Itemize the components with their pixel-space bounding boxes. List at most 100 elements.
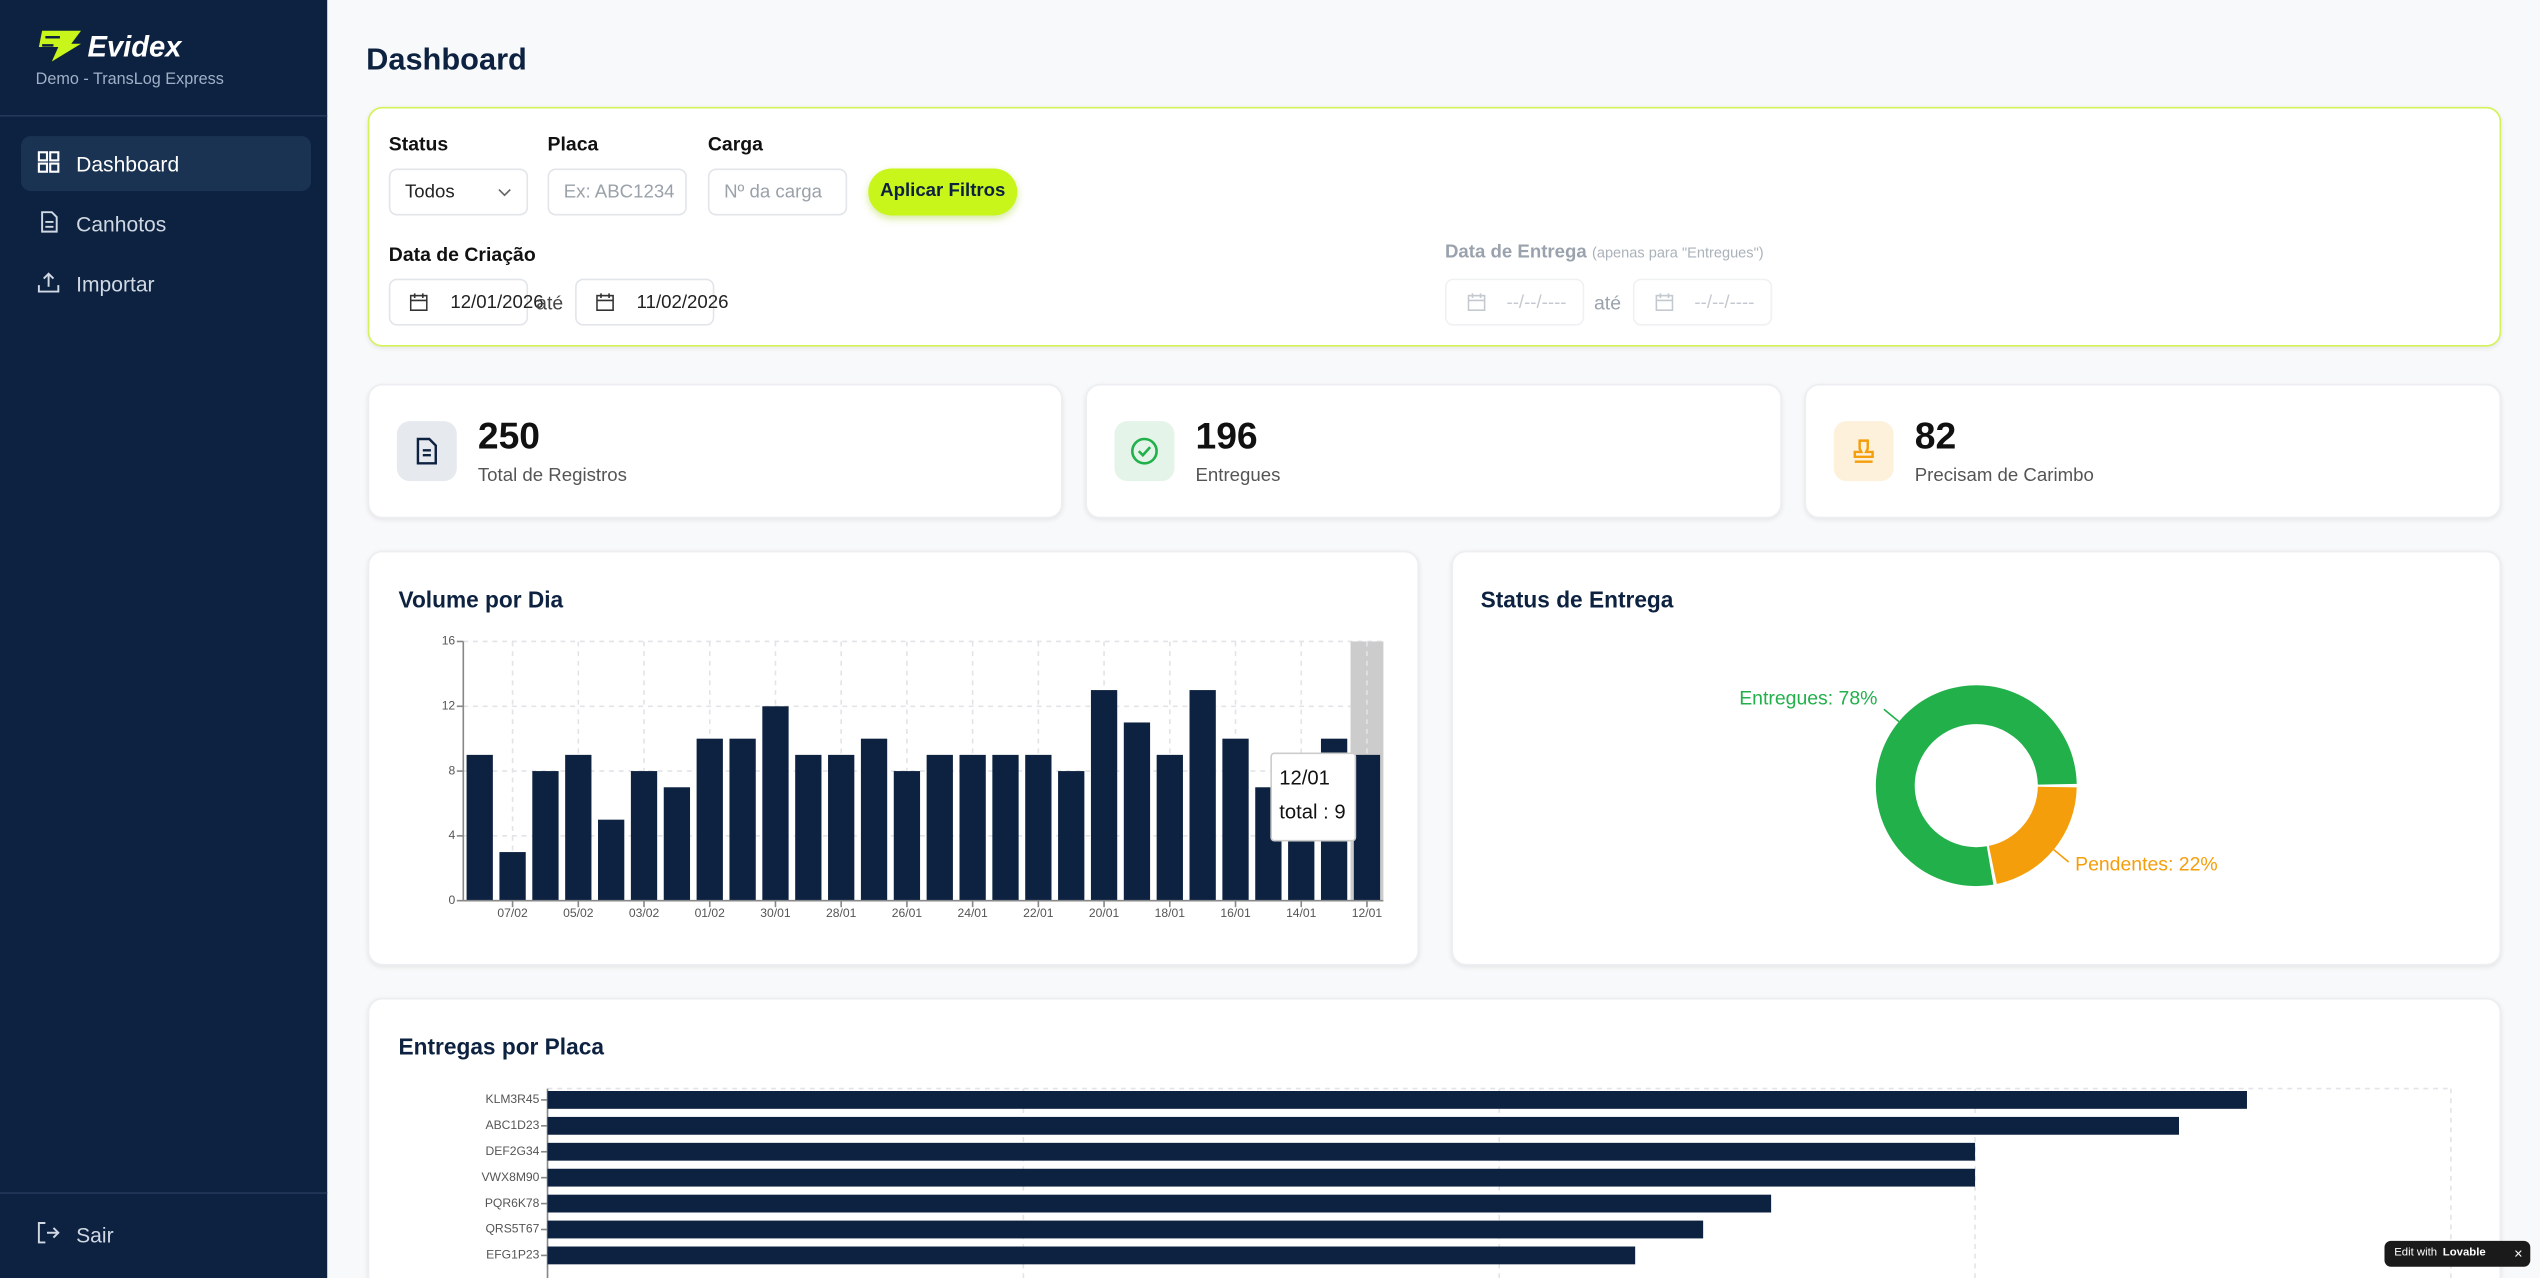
- bar: [1353, 754, 1381, 901]
- divider: [0, 1192, 328, 1194]
- pie-slice: [1988, 786, 2077, 884]
- x-tick-label: 14/01: [1286, 906, 1317, 920]
- bar: [565, 754, 592, 901]
- label: Data de Criação: [388, 242, 536, 266]
- separator: até: [1593, 291, 1622, 315]
- nav-item[interactable]: Importar: [21, 256, 311, 311]
- bar: [860, 738, 888, 901]
- subtitle: Demo - TransLog Express: [35, 71, 224, 90]
- carga-input[interactable]: Nº da carga: [707, 168, 848, 216]
- y-tick-label: 16: [442, 634, 456, 648]
- x-tick-label: 16/01: [1220, 906, 1251, 920]
- logo-icon: [38, 30, 81, 62]
- stat-value: 82: [1914, 414, 1957, 457]
- chart-title: Entregas por Placa: [398, 1033, 604, 1060]
- y-tick-label: 4: [448, 828, 455, 842]
- page-title: Dashboard: [366, 43, 527, 78]
- note: (apenas para "Entregues"): [1591, 244, 1764, 261]
- y-tick-label: VWX8M90: [481, 1170, 539, 1184]
- calendar-icon: [1655, 293, 1674, 312]
- date-input[interactable]: 12/01/2026: [388, 278, 544, 326]
- icon: [37, 151, 60, 173]
- icon: [37, 1222, 60, 1244]
- label-text: Data de Entrega: [1444, 242, 1587, 263]
- filters-card: [367, 106, 2502, 347]
- icon: [37, 272, 60, 293]
- bar: [795, 754, 822, 901]
- status-select[interactable]: Todos: [388, 168, 529, 216]
- x-tick-label: 07/02: [497, 906, 528, 920]
- y-tick-label: 12: [442, 698, 456, 712]
- y-tick-label: QRS5T67: [486, 1222, 540, 1236]
- date-value: 11/02/2026: [636, 293, 729, 313]
- bar: [547, 1168, 1976, 1187]
- leader-line: [1883, 708, 1900, 723]
- chart-title: Status de Entrega: [1480, 586, 1674, 613]
- y-tick-label: DEF2G34: [486, 1144, 540, 1158]
- bar: [547, 1220, 1704, 1239]
- bar: [1090, 690, 1118, 901]
- nav-label: Canhotos: [76, 212, 167, 237]
- nav-item[interactable]: Dashboard: [21, 136, 312, 192]
- y-tick-label: 0: [448, 893, 455, 907]
- chevron: [498, 188, 511, 197]
- pie-slice: [1875, 685, 2077, 887]
- x-tick-label: 24/01: [957, 906, 988, 920]
- label: Placa: [547, 132, 599, 156]
- date-value: 12/01/2026: [450, 293, 544, 313]
- x-tick-label: 26/01: [892, 906, 923, 920]
- nav-label: Dashboard: [76, 152, 180, 177]
- chart-card: [1451, 550, 2502, 966]
- tooltip: [1270, 752, 1357, 842]
- data-label: Pendentes: 22%: [2075, 853, 2218, 875]
- placeholder: Ex: ABC1234: [563, 183, 675, 203]
- bar: [828, 754, 855, 901]
- date-input[interactable]: 11/02/2026: [575, 278, 728, 326]
- x-tick-label: 30/01: [760, 906, 791, 920]
- calendar-icon: [409, 293, 428, 312]
- x-tick-label: 01/02: [695, 906, 726, 920]
- close[interactable]: ×: [2514, 1245, 2523, 1262]
- brand: Evidex: [87, 30, 182, 64]
- lovable-badge[interactable]: Edit with Lovable ×: [2384, 1240, 2531, 1267]
- bar: [1025, 754, 1052, 901]
- stat-icon: [1833, 421, 1894, 482]
- bar: [729, 738, 756, 901]
- bar: [992, 754, 1019, 901]
- date-input: --/--/----: [1632, 278, 1773, 326]
- bar: [547, 1246, 1636, 1265]
- separator: até: [536, 291, 564, 315]
- badge-brand: Lovable: [2442, 1247, 2486, 1259]
- apply-button[interactable]: Aplicar Filtros: [868, 168, 1018, 216]
- tooltip-value: total : 9: [1279, 802, 1345, 824]
- stat-icon: [396, 421, 457, 482]
- y-tick-label: EFG1P23: [486, 1248, 539, 1262]
- logout[interactable]: Sair: [21, 1207, 311, 1262]
- x-tick-label: 20/01: [1089, 906, 1120, 920]
- bar: [959, 754, 986, 901]
- chart-title: Volume por Dia: [398, 586, 564, 613]
- nav-item[interactable]: Canhotos: [21, 196, 311, 251]
- nav-label: Sair: [76, 1223, 114, 1248]
- bar: [598, 819, 625, 901]
- date-placeholder: --/--/----: [1506, 293, 1567, 313]
- nav-label: Importar: [76, 272, 155, 297]
- bar: [1058, 771, 1085, 901]
- stat-card: [1804, 383, 2502, 519]
- bar: [926, 754, 953, 901]
- stat-card: [367, 383, 1063, 519]
- sidebar: Evidex Demo - TransLog Express Dashboard…: [0, 0, 328, 1278]
- y-tick-label: 8: [448, 763, 455, 777]
- stat-card: [1085, 383, 1782, 519]
- divider: [0, 115, 328, 117]
- placa-input[interactable]: Ex: ABC1234: [547, 168, 687, 216]
- y-tick-label: ABC1D23: [486, 1118, 540, 1132]
- y-tick-label: KLM3R45: [486, 1092, 540, 1106]
- x-tick-label: 28/01: [826, 906, 857, 920]
- select-value: Todos: [404, 183, 455, 203]
- placeholder: Nº da carga: [724, 183, 823, 203]
- bar: [547, 1091, 2247, 1109]
- bar: [466, 754, 493, 901]
